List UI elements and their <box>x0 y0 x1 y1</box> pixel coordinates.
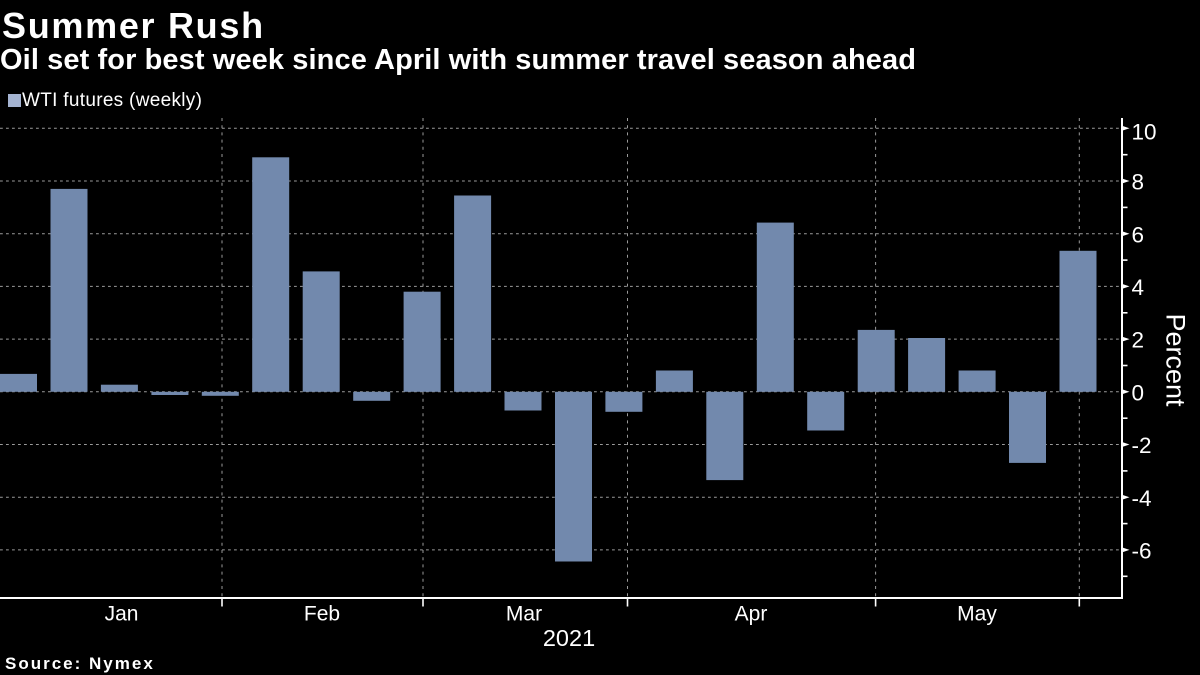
svg-text:2: 2 <box>1132 328 1145 353</box>
svg-text:Jan: Jan <box>105 603 139 626</box>
svg-text:May: May <box>957 603 997 626</box>
svg-text:6: 6 <box>1132 222 1145 247</box>
svg-text:-2: -2 <box>1132 433 1152 458</box>
svg-text:Feb: Feb <box>304 603 340 626</box>
svg-text:-4: -4 <box>1132 486 1152 511</box>
svg-text:10: 10 <box>1132 120 1157 145</box>
svg-text:-6: -6 <box>1132 539 1152 564</box>
svg-text:Mar: Mar <box>506 603 542 626</box>
svg-text:4: 4 <box>1132 275 1145 300</box>
svg-text:0: 0 <box>1132 380 1145 405</box>
svg-text:Apr: Apr <box>735 603 768 626</box>
svg-text:8: 8 <box>1132 170 1145 195</box>
svg-text:2021: 2021 <box>543 625 595 651</box>
svg-text:Percent: Percent <box>1160 313 1190 407</box>
